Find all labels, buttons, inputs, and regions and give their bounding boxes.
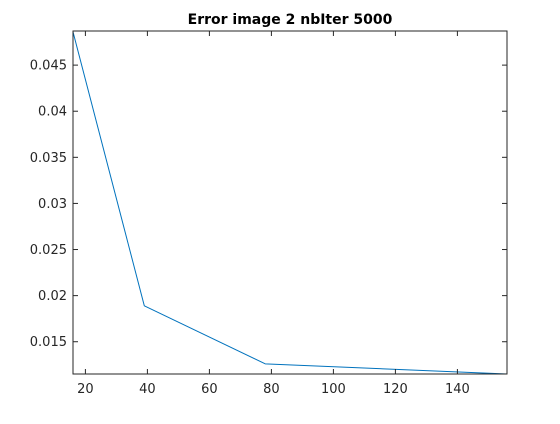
x-tick-label: 120	[383, 382, 408, 397]
x-tick-label: 140	[445, 382, 470, 397]
y-tick-label: 0.045	[30, 59, 67, 74]
x-tick-label: 80	[263, 382, 280, 397]
x-tick-label: 100	[321, 382, 346, 397]
plot-area	[73, 31, 507, 374]
x-tick-label: 40	[139, 382, 156, 397]
x-tick-label: 20	[77, 382, 94, 397]
y-tick-label: 0.04	[38, 105, 67, 120]
x-tick-label: 60	[201, 382, 218, 397]
y-tick-label: 0.025	[30, 243, 67, 258]
y-tick-label: 0.015	[30, 335, 67, 350]
y-tick-label: 0.02	[38, 289, 67, 304]
y-tick-label: 0.03	[38, 197, 67, 212]
chart-title: Error image 2 nbIter 5000	[188, 12, 393, 28]
y-tick-label: 0.035	[30, 151, 67, 166]
